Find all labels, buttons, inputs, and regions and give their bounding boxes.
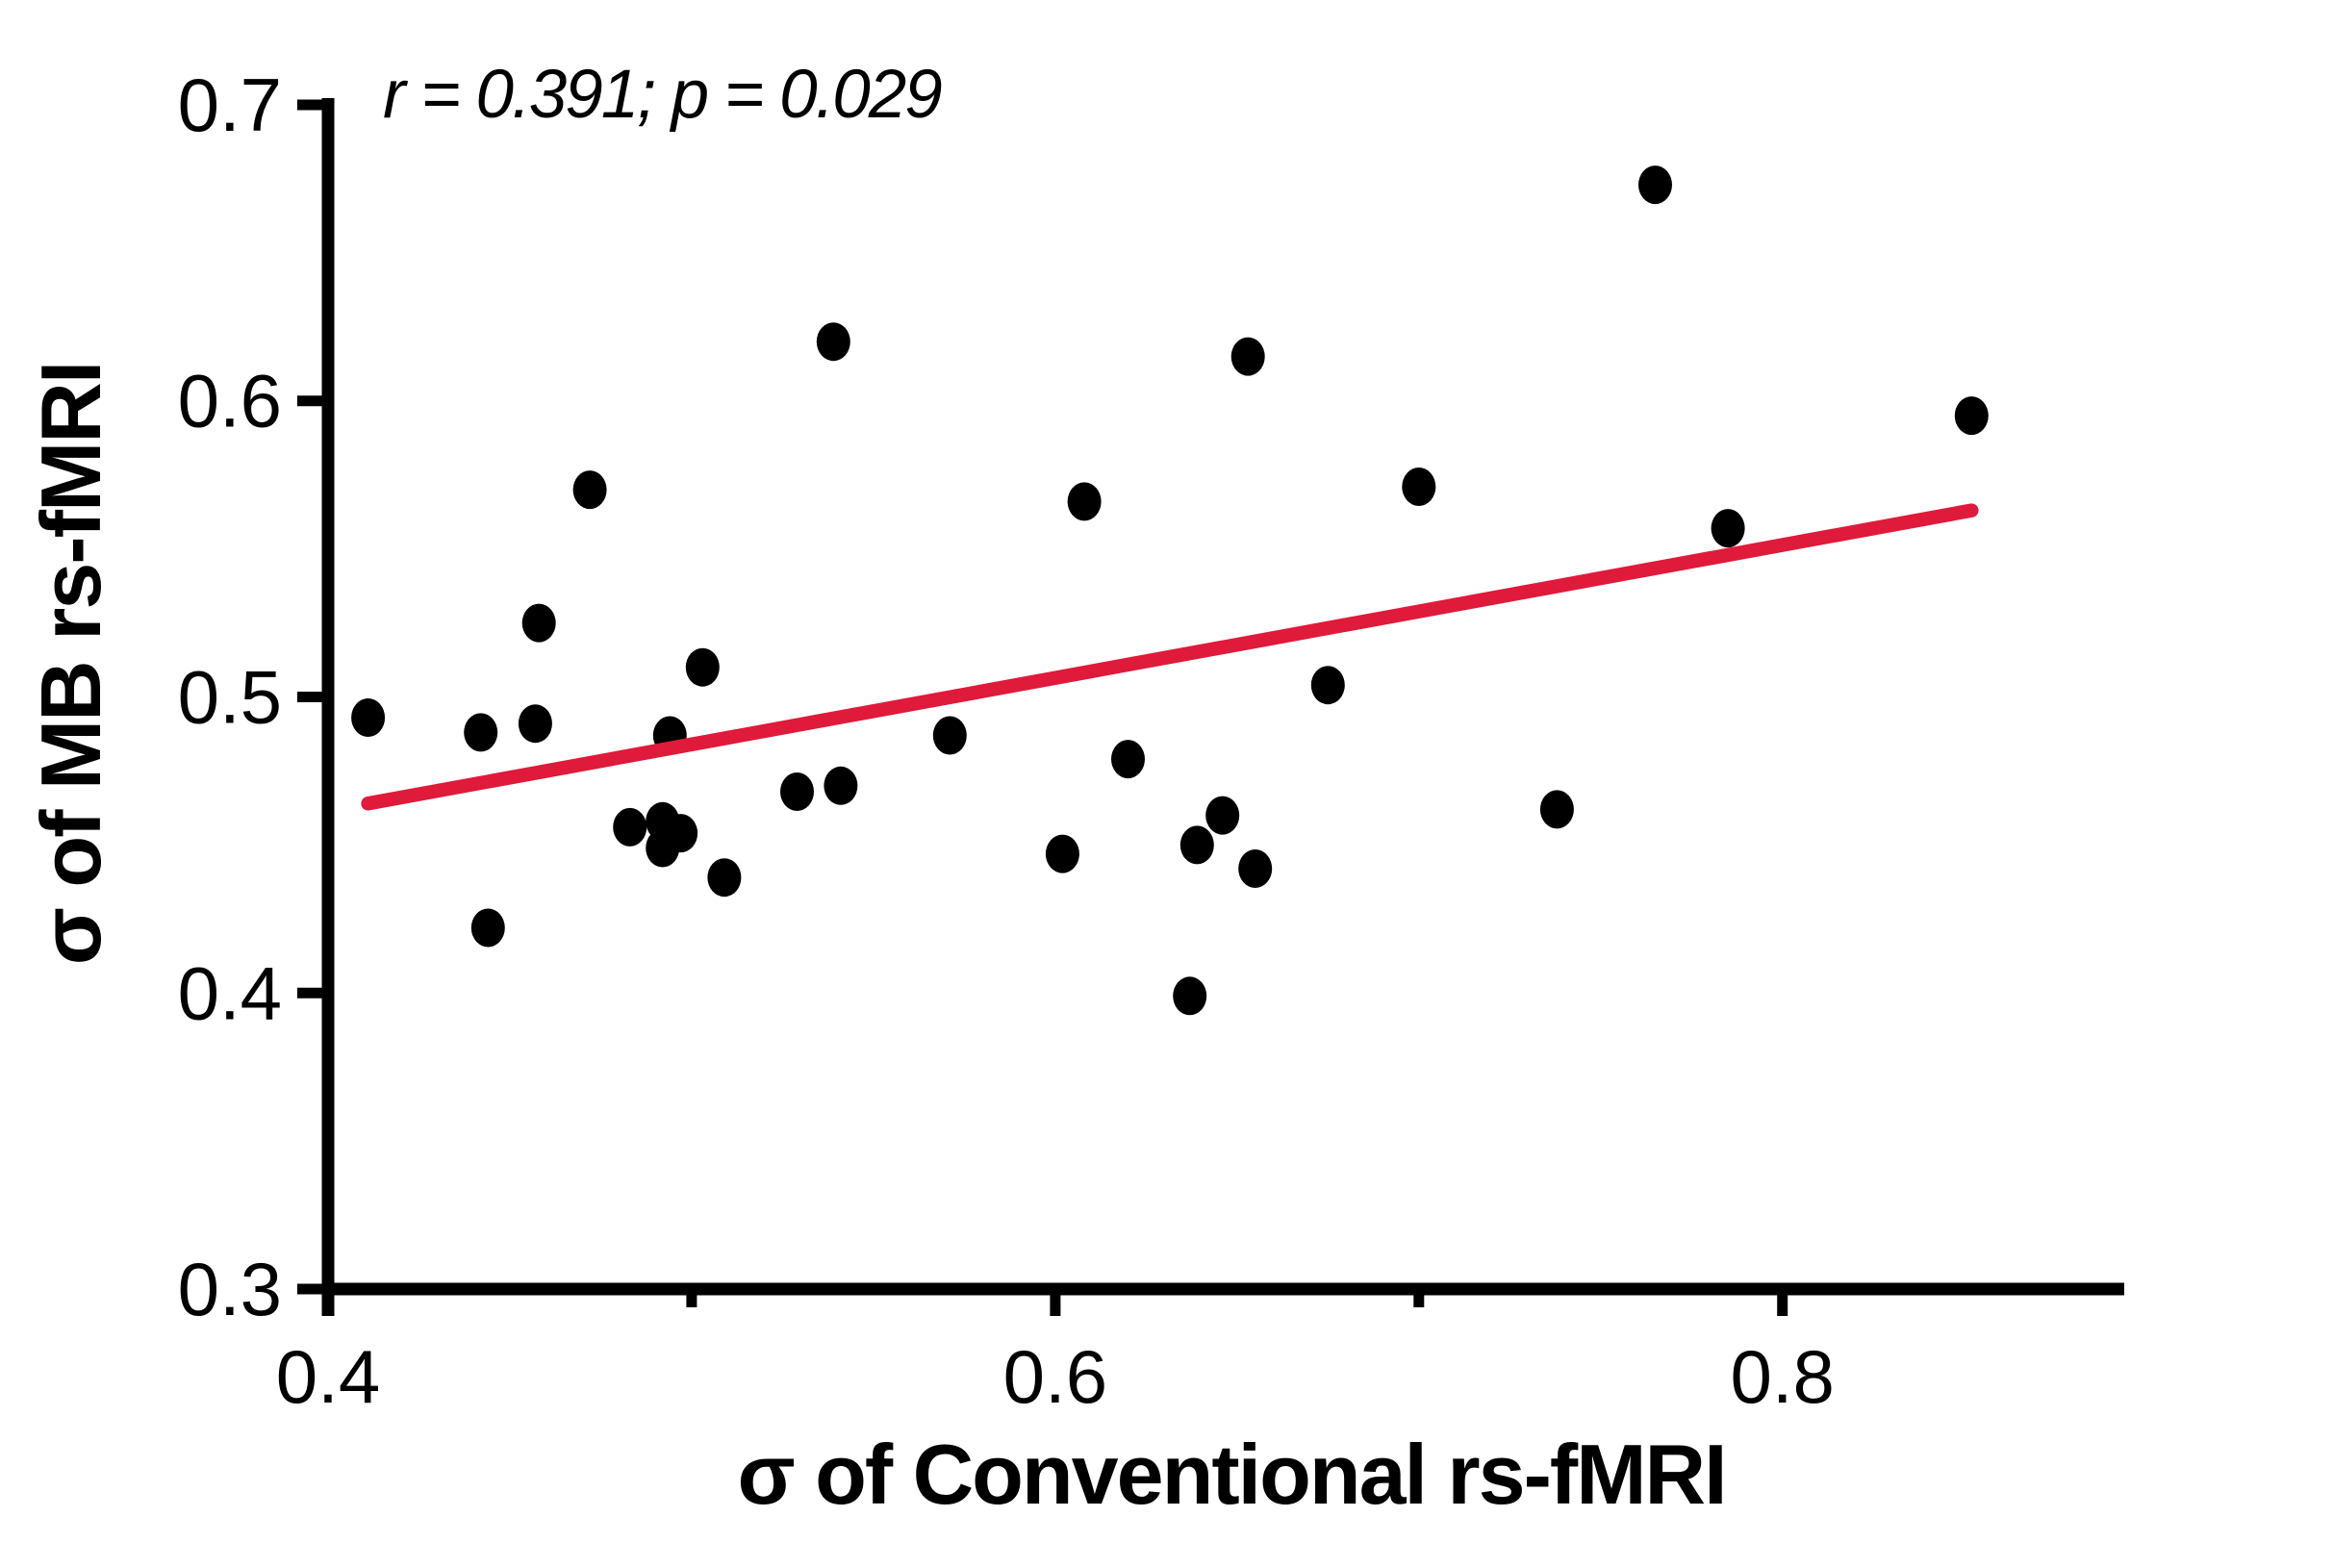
data-point [707, 858, 742, 898]
data-point [1954, 396, 1989, 436]
data-point [1310, 666, 1345, 705]
data-point [521, 603, 556, 643]
y-tick-label: 0.3 [178, 1247, 282, 1331]
data-point [646, 828, 680, 868]
y-axis-title: σ of MB rs-fMRI [23, 362, 118, 966]
y-tick-label: 0.6 [178, 359, 282, 443]
data-point [1067, 482, 1102, 521]
data-point [1173, 976, 1207, 1016]
x-axis-title: σ of Conventional rs-fMRI [737, 1427, 1727, 1522]
data-point [1111, 740, 1145, 779]
data-point [1711, 509, 1745, 548]
data-point [1230, 337, 1265, 376]
y-tick-label: 0.7 [178, 63, 282, 147]
data-point [1238, 849, 1273, 888]
data-point [1045, 834, 1079, 873]
data-point [470, 908, 505, 948]
data-point [1179, 825, 1214, 865]
data-point [932, 716, 967, 755]
x-tick-label: 0.8 [1730, 1334, 1834, 1419]
stats-annotation: r = 0.391; p = 0.029 [383, 57, 943, 133]
data-point [824, 766, 858, 805]
x-tick-label: 0.6 [1003, 1334, 1107, 1419]
data-point [1638, 165, 1672, 205]
data-point [1205, 796, 1240, 835]
x-tick-label: 0.4 [276, 1334, 380, 1419]
data-point [816, 322, 850, 362]
data-point [780, 772, 814, 811]
data-point [1402, 468, 1436, 506]
data-point [685, 647, 720, 687]
data-point [572, 470, 607, 510]
data-point [1539, 790, 1574, 829]
data-point [518, 704, 552, 744]
regression-line [361, 503, 1979, 811]
data-point [464, 713, 498, 752]
y-tick-label: 0.4 [178, 950, 282, 1035]
data-point [613, 807, 647, 847]
y-tick-label: 0.5 [178, 655, 282, 740]
data-point [351, 698, 386, 737]
